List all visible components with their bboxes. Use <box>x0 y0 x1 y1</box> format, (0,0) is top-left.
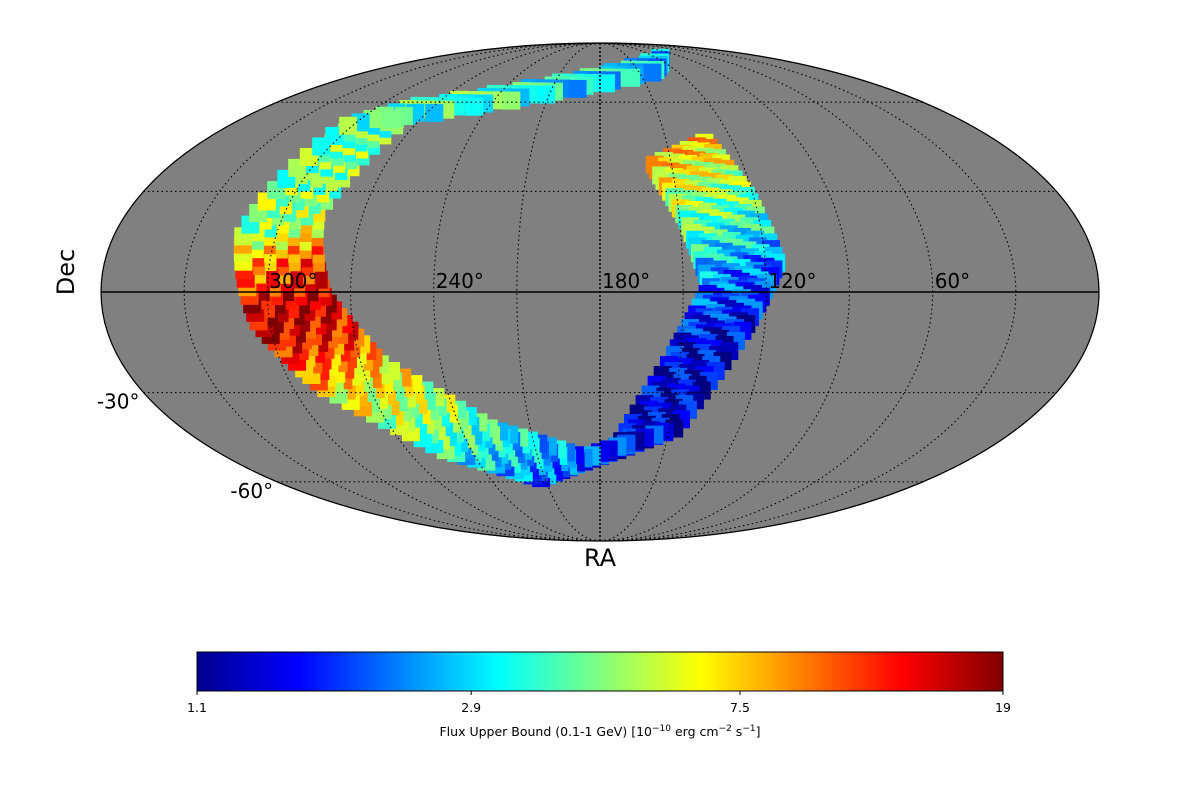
x-axis-label: RA <box>584 544 617 572</box>
dec-tick-label: -60° <box>230 479 273 503</box>
coverage-cell <box>536 85 555 104</box>
ra-tick-label: 180° <box>602 269 650 293</box>
coverage-cell <box>502 91 521 110</box>
ra-tick-labels: 300° 240° 180° 120° 60° <box>269 269 970 293</box>
meridian-gridline <box>599 43 851 541</box>
coverage-cell <box>597 74 615 93</box>
meridian-gridline <box>349 43 601 541</box>
coverage-cell <box>339 116 358 135</box>
coverage-cell <box>622 68 641 87</box>
coverage-cell <box>465 97 484 116</box>
sky-outline <box>100 42 1100 542</box>
colorbar-ticks: 1.1 2.9 7.5 19 <box>187 691 1011 715</box>
coverage-cell <box>568 79 587 98</box>
colorbar-label: Flux Upper Bound (0.1-1 GeV) [10−10 erg … <box>439 724 760 739</box>
coverage-cell <box>643 63 662 82</box>
ra-tick-label: 240° <box>436 269 484 293</box>
coverage-cell <box>325 127 344 145</box>
dec-tick-labels: -30° -60° <box>97 390 273 503</box>
ra-tick-label: 60° <box>935 269 970 293</box>
ra-tick-label: 300° <box>269 269 317 293</box>
coverage-cell <box>383 110 402 129</box>
dec-tick-label: -30° <box>97 390 140 414</box>
colorbar <box>196 651 1004 692</box>
ra-tick-label: 120° <box>768 269 816 293</box>
coverage-cell <box>425 103 444 122</box>
y-axis-label: Dec <box>52 249 80 295</box>
colorbar-tick-label: 19 <box>995 700 1011 715</box>
colorbar-tick-label: 1.1 <box>187 700 207 715</box>
colorbar-tick-label: 7.5 <box>730 700 750 715</box>
coverage-heatmap <box>233 48 786 488</box>
colorbar-tick-label: 2.9 <box>461 700 481 715</box>
